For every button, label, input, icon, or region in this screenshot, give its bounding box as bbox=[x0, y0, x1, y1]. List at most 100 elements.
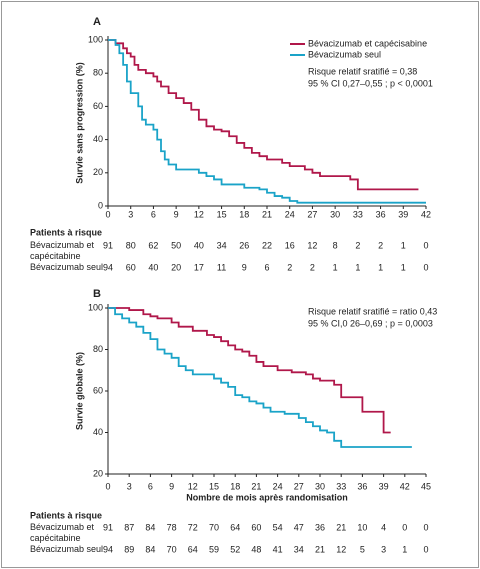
x-tick-label: 21 bbox=[251, 481, 261, 491]
x-tick-label: 36 bbox=[376, 209, 386, 219]
risk-value: 47 bbox=[294, 522, 304, 532]
risk-value: 89 bbox=[124, 544, 134, 554]
x-tick-label: 9 bbox=[169, 481, 174, 491]
survival-curve bbox=[108, 39, 419, 191]
y-tick-label: 60 bbox=[93, 385, 103, 395]
y-tick-label: 80 bbox=[93, 344, 103, 354]
x-tick-label: 18 bbox=[230, 481, 240, 491]
risk-row-label: Bévacizumab seul bbox=[30, 544, 104, 554]
x-tick-label: 15 bbox=[217, 209, 227, 219]
risk-value: 4 bbox=[381, 522, 386, 532]
annotation: Risque relatif sratifié = 0,38 bbox=[308, 66, 417, 76]
x-tick-label: 42 bbox=[400, 481, 410, 491]
risk-value: 8 bbox=[333, 240, 338, 250]
y-axis-title: Survie sans progression (%) bbox=[74, 62, 84, 184]
risk-value: 62 bbox=[148, 240, 158, 250]
x-tick-label: 30 bbox=[330, 209, 340, 219]
risk-value: 94 bbox=[103, 262, 113, 272]
x-tick-label: 42 bbox=[421, 209, 431, 219]
risk-value: 21 bbox=[336, 522, 346, 532]
risk-value: 84 bbox=[145, 522, 155, 532]
risk-value: 84 bbox=[145, 544, 155, 554]
x-tick-label: 27 bbox=[307, 209, 317, 219]
risk-value: 1 bbox=[401, 240, 406, 250]
risk-value: 2 bbox=[378, 240, 383, 250]
risk-value: 16 bbox=[285, 240, 295, 250]
risk-value: 20 bbox=[171, 262, 181, 272]
risk-value: 72 bbox=[188, 522, 198, 532]
risk-value: 1 bbox=[401, 262, 406, 272]
x-axis-title: Nombre de mois après randomisation bbox=[186, 492, 348, 502]
legend-label: Bévacizumab seul bbox=[308, 49, 381, 59]
x-tick-label: 12 bbox=[188, 481, 198, 491]
y-tick-label: 100 bbox=[88, 302, 103, 312]
risk-value: 60 bbox=[126, 262, 136, 272]
risk-value: 1 bbox=[355, 262, 360, 272]
y-axis-title: Survie globale (%) bbox=[74, 352, 84, 430]
risk-value: 1 bbox=[402, 544, 407, 554]
risk-value: 0 bbox=[423, 240, 428, 250]
risk-value: 10 bbox=[357, 522, 367, 532]
risk-value: 3 bbox=[381, 544, 386, 554]
risk-value: 1 bbox=[333, 262, 338, 272]
risk-value: 59 bbox=[209, 544, 219, 554]
risk-value: 64 bbox=[230, 522, 240, 532]
risk-value: 0 bbox=[423, 522, 428, 532]
x-tick-label: 6 bbox=[148, 481, 153, 491]
risk-value: 22 bbox=[262, 240, 272, 250]
risk-value: 78 bbox=[167, 522, 177, 532]
x-tick-label: 3 bbox=[127, 481, 132, 491]
risk-value: 9 bbox=[242, 262, 247, 272]
x-tick-label: 18 bbox=[239, 209, 249, 219]
x-tick-label: 33 bbox=[353, 209, 363, 219]
x-tick-label: 21 bbox=[262, 209, 272, 219]
x-tick-label: 45 bbox=[421, 481, 431, 491]
y-tick-label: 80 bbox=[93, 68, 103, 78]
y-tick-label: 20 bbox=[93, 167, 103, 177]
risk-value: 87 bbox=[124, 522, 134, 532]
risk-value: 12 bbox=[336, 544, 346, 554]
risk-value: 40 bbox=[148, 262, 158, 272]
risk-value: 91 bbox=[103, 522, 113, 532]
x-tick-label: 33 bbox=[336, 481, 346, 491]
risk-value: 1 bbox=[378, 262, 383, 272]
risk-row-label: Bévacizumab et capécitabine bbox=[30, 522, 95, 543]
survival-curve bbox=[108, 307, 412, 448]
risk-value: 12 bbox=[307, 240, 317, 250]
y-tick-label: 40 bbox=[93, 134, 103, 144]
x-tick-label: 15 bbox=[209, 481, 219, 491]
y-tick-label: 0 bbox=[98, 200, 103, 210]
x-tick-label: 9 bbox=[174, 209, 179, 219]
risk-value: 2 bbox=[287, 262, 292, 272]
x-tick-label: 6 bbox=[151, 209, 156, 219]
risk-value: 17 bbox=[194, 262, 204, 272]
risk-value: 2 bbox=[355, 240, 360, 250]
x-tick-label: 30 bbox=[315, 481, 325, 491]
risk-row-label: Bévacizumab et capécitabine bbox=[30, 240, 95, 261]
risk-value: 36 bbox=[315, 522, 325, 532]
annotation: 95 % CI,0 26–0,69 ; p = 0,0003 bbox=[308, 318, 433, 328]
y-tick-label: 20 bbox=[93, 468, 103, 478]
risk-value: 34 bbox=[294, 544, 304, 554]
risk-table-title: Patients à risque bbox=[30, 510, 102, 520]
risk-value: 0 bbox=[402, 522, 407, 532]
risk-value: 6 bbox=[264, 262, 269, 272]
y-tick-label: 60 bbox=[93, 101, 103, 111]
x-tick-label: 24 bbox=[273, 481, 283, 491]
risk-value: 2 bbox=[310, 262, 315, 272]
risk-value: 60 bbox=[251, 522, 261, 532]
risk-value: 0 bbox=[423, 262, 428, 272]
risk-value: 64 bbox=[188, 544, 198, 554]
risk-value: 48 bbox=[251, 544, 261, 554]
panel-label: B bbox=[93, 288, 101, 300]
risk-value: 52 bbox=[230, 544, 240, 554]
risk-value: 70 bbox=[209, 522, 219, 532]
risk-value: 54 bbox=[273, 522, 283, 532]
risk-value: 34 bbox=[217, 240, 227, 250]
annotation: Risque relatif sratifié = ratio 0,43 bbox=[308, 306, 437, 316]
risk-value: 91 bbox=[103, 240, 113, 250]
x-tick-label: 39 bbox=[379, 481, 389, 491]
